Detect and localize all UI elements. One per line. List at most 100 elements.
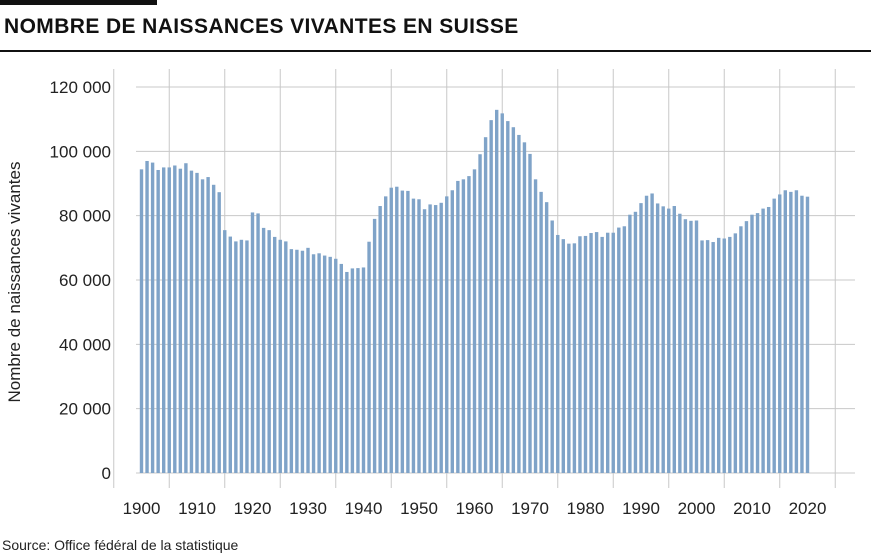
bar bbox=[339, 263, 343, 473]
bar bbox=[239, 239, 244, 473]
bar bbox=[733, 233, 738, 473]
bar bbox=[206, 177, 210, 474]
y-tick-label: 20 000 bbox=[59, 400, 111, 419]
bar bbox=[556, 234, 560, 473]
bar bbox=[766, 206, 771, 473]
bar bbox=[156, 169, 160, 474]
bar bbox=[173, 165, 177, 473]
bar bbox=[422, 209, 427, 473]
bar bbox=[672, 206, 676, 473]
x-tick-label: 1950 bbox=[400, 499, 438, 518]
bar bbox=[567, 243, 571, 473]
bar bbox=[433, 205, 438, 473]
bar bbox=[289, 249, 294, 473]
bar bbox=[533, 179, 538, 473]
chart-title: NOMBRE DE NAISSANCES VIVANTES EN SUISSE bbox=[4, 15, 519, 38]
bar bbox=[661, 206, 665, 474]
y-tick-label: 80 000 bbox=[59, 207, 111, 226]
bar bbox=[345, 271, 349, 473]
bar bbox=[228, 236, 232, 473]
bar bbox=[150, 162, 155, 473]
y-axis-label: Nombre de naissances vivantes bbox=[5, 162, 24, 403]
bar bbox=[223, 230, 227, 473]
x-tick-label: 1990 bbox=[622, 499, 660, 518]
bar bbox=[500, 113, 504, 474]
bar bbox=[600, 236, 604, 473]
bar bbox=[489, 120, 493, 474]
top-accent-rule bbox=[0, 0, 157, 5]
x-tick-label: 2000 bbox=[678, 499, 716, 518]
bar bbox=[628, 214, 632, 473]
bar bbox=[805, 196, 810, 473]
bar bbox=[606, 232, 610, 473]
bar bbox=[400, 190, 405, 473]
bar bbox=[273, 236, 277, 473]
x-tick-label: 1940 bbox=[345, 499, 383, 518]
bar bbox=[445, 196, 449, 473]
bar bbox=[783, 190, 787, 473]
bar bbox=[728, 236, 732, 473]
bar bbox=[539, 191, 543, 473]
x-tick-label: 2020 bbox=[789, 499, 827, 518]
bar bbox=[350, 268, 355, 473]
bar bbox=[794, 190, 799, 473]
bar bbox=[256, 213, 260, 474]
bar bbox=[278, 239, 282, 473]
x-tick-label: 2010 bbox=[733, 499, 771, 518]
bar-chart: 0 20 000 40 000 60 000 80 000 100 000 120 000 1… bbox=[5, 69, 855, 518]
x-tick-label: 1930 bbox=[289, 499, 327, 518]
bar bbox=[617, 227, 621, 473]
bar bbox=[589, 233, 593, 473]
bars bbox=[139, 109, 810, 474]
bar bbox=[722, 238, 726, 473]
bar bbox=[594, 232, 599, 473]
axes: 0 20 000 40 000 60 000 80 000 100 000 120 000 1… bbox=[50, 78, 827, 518]
bar bbox=[528, 153, 532, 473]
bar bbox=[550, 220, 554, 473]
bar bbox=[328, 256, 332, 473]
bar bbox=[250, 212, 255, 473]
bar bbox=[200, 179, 205, 473]
bar bbox=[411, 198, 416, 473]
bar bbox=[450, 190, 454, 473]
y-tick-label: 120 000 bbox=[50, 78, 111, 97]
bar bbox=[162, 167, 166, 473]
bar bbox=[300, 250, 305, 473]
bar bbox=[511, 127, 516, 473]
x-tick-label: 1970 bbox=[511, 499, 549, 518]
bar bbox=[522, 142, 527, 473]
bar bbox=[578, 236, 582, 473]
bar bbox=[461, 179, 466, 473]
bar bbox=[739, 226, 743, 473]
bar bbox=[211, 184, 216, 473]
bar bbox=[389, 187, 393, 473]
bar bbox=[145, 160, 149, 473]
bar bbox=[650, 193, 654, 473]
bar bbox=[284, 241, 288, 473]
source-note: Source: Office fédéral de la statistique bbox=[2, 537, 239, 553]
y-tick-label: 40 000 bbox=[59, 335, 111, 354]
x-tick-label: 1920 bbox=[234, 499, 272, 518]
bar bbox=[167, 167, 171, 473]
bar bbox=[245, 240, 249, 473]
bar bbox=[517, 134, 521, 473]
bar bbox=[572, 243, 577, 473]
bar bbox=[678, 213, 682, 473]
bar bbox=[639, 203, 643, 473]
bar bbox=[467, 176, 471, 473]
x-tick-label: 1900 bbox=[123, 499, 161, 518]
bar bbox=[428, 204, 432, 474]
bar bbox=[295, 249, 299, 473]
bar bbox=[700, 240, 704, 473]
bar bbox=[633, 211, 638, 473]
y-tick-label: 0 bbox=[102, 464, 111, 483]
bar bbox=[683, 219, 688, 473]
bar bbox=[750, 214, 754, 473]
bar bbox=[311, 254, 316, 473]
bar bbox=[667, 208, 671, 473]
bar bbox=[755, 213, 760, 474]
bar bbox=[139, 169, 144, 473]
bar bbox=[644, 195, 649, 473]
bar bbox=[322, 255, 327, 473]
bar bbox=[495, 109, 499, 474]
